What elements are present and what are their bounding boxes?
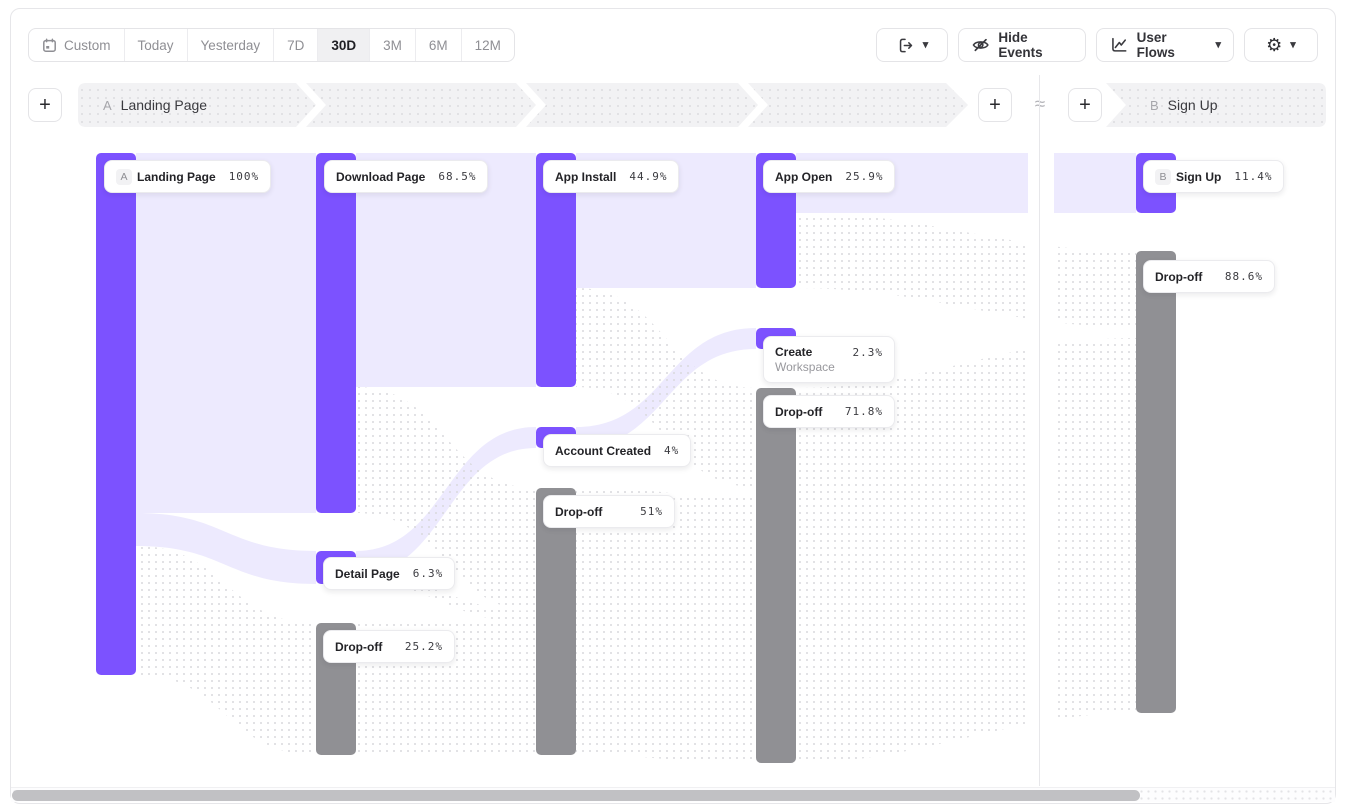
step-band-segment-2[interactable] [306, 83, 536, 127]
calendar-icon [43, 37, 56, 52]
add-step-before-b-button[interactable]: + [1068, 88, 1102, 122]
node-card-account-created[interactable]: Account Created 4% [543, 434, 692, 467]
caret-down-icon: ▾ [1290, 38, 1296, 51]
step-band-segment-b[interactable] [1106, 83, 1326, 127]
eye-off-icon [972, 38, 989, 52]
settings-button[interactable]: ⚙ ▾ [1244, 28, 1318, 62]
node-card-download-page[interactable]: Download Page 68.5% [324, 160, 489, 193]
node-bar-landing-page[interactable] [96, 153, 136, 675]
node-card-app-install[interactable]: App Install 44.9% [543, 160, 680, 193]
step-a-label: Landing Page [120, 97, 208, 113]
date-range-selector: Custom Today Yesterday 7D 30D 3M 6M 12M [28, 28, 515, 62]
date-range-label: Custom [64, 37, 111, 53]
add-step-before-button[interactable]: + [28, 88, 62, 122]
plus-icon: + [39, 94, 51, 116]
caret-down-icon: ▾ [1215, 38, 1221, 51]
view-mode-button[interactable]: User Flows ▾ [1096, 28, 1234, 62]
export-icon [899, 38, 912, 52]
step-band-segment-4[interactable] [748, 83, 968, 127]
step-a-header[interactable]: A Landing Page [103, 83, 207, 127]
date-range-yesterday[interactable]: Yesterday [188, 29, 275, 61]
node-bar-download-page[interactable] [316, 153, 356, 513]
horizontal-scrollbar-track[interactable] [11, 787, 1335, 802]
node-card-dropoff-b[interactable]: Drop-off 88.6% [1143, 260, 1275, 293]
gear-icon: ⚙ [1266, 35, 1283, 55]
node-card-dropoff-col2[interactable]: Drop-off 25.2% [323, 630, 455, 663]
step-a-node-badge: A [116, 168, 132, 185]
approx-icon: ≈ [1034, 94, 1046, 115]
node-bar-app-install[interactable] [536, 153, 576, 387]
date-range-30d-selected[interactable]: 30D [318, 29, 371, 61]
node-card-landing-page[interactable]: A Landing Page 100% [104, 160, 272, 193]
horizontal-scrollbar-thumb[interactable] [12, 790, 1140, 801]
export-button[interactable]: ▾ [876, 28, 948, 62]
node-card-app-open[interactable]: App Open 25.9% [763, 160, 896, 193]
view-mode-label: User Flows [1136, 30, 1175, 60]
node-bar-dropoff-b[interactable] [1136, 251, 1176, 713]
node-bar-dropoff-col4[interactable] [756, 388, 796, 763]
flow-chart-icon [1112, 37, 1127, 52]
hide-events-label: Hide Events [998, 30, 1043, 60]
step-b-node-badge: B [1155, 168, 1171, 185]
approx-separator: ≈ [1028, 93, 1052, 117]
node-card-create-workspace[interactable]: Create 2.3% Workspace [763, 336, 895, 383]
step-band-segment-3[interactable] [526, 83, 758, 127]
node-bar-dropoff-col3[interactable] [536, 488, 576, 755]
plus-icon: + [1079, 94, 1091, 116]
step-a-badge: A [103, 97, 112, 113]
caret-down-icon: ▾ [922, 38, 929, 51]
plus-icon: + [989, 94, 1001, 116]
step-b-label: Sign Up [1167, 97, 1218, 113]
section-divider [1039, 75, 1040, 786]
step-band-segment-a[interactable] [78, 83, 316, 127]
node-card-dropoff-col3[interactable]: Drop-off 51% [543, 495, 675, 528]
node-card-sign-up[interactable]: B Sign Up 11.4% [1143, 160, 1285, 193]
date-range-12m[interactable]: 12M [474, 37, 501, 53]
date-range-6m[interactable]: 6M [416, 29, 462, 61]
node-card-detail-page[interactable]: Detail Page 6.3% [323, 557, 456, 590]
date-range-today[interactable]: Today [125, 29, 188, 61]
step-b-badge: B [1150, 97, 1159, 113]
step-b-header[interactable]: B Sign Up [1150, 83, 1217, 127]
add-step-after-a-button[interactable]: + [978, 88, 1012, 122]
node-bars [96, 153, 1176, 763]
date-range-custom[interactable]: Custom [29, 29, 125, 61]
date-range-3m[interactable]: 3M [370, 29, 416, 61]
hide-events-button[interactable]: Hide Events [958, 28, 1086, 62]
date-range-7d[interactable]: 7D [274, 29, 319, 61]
node-card-dropoff-col4[interactable]: Drop-off 71.8% [763, 395, 895, 428]
